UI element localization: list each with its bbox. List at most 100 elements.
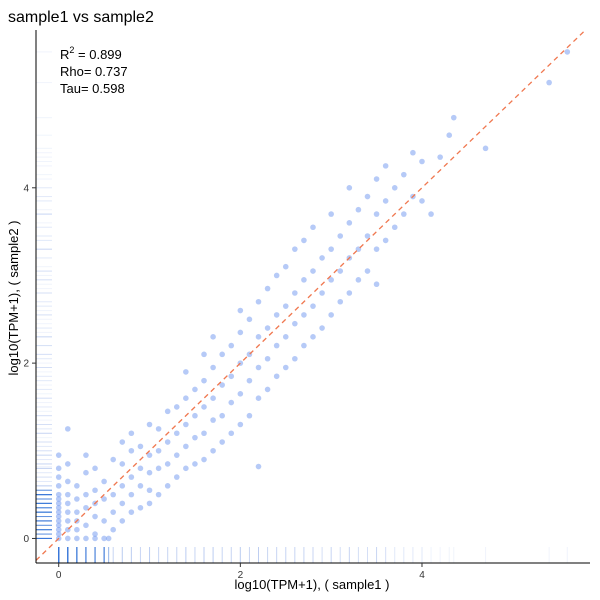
x-tick-label: 2 <box>238 570 244 581</box>
scatter-point <box>128 509 135 515</box>
scatter-point <box>173 404 180 410</box>
scatter-point <box>92 535 98 542</box>
scatter-point <box>328 246 334 252</box>
scatter-point <box>183 369 189 375</box>
scatter-point <box>183 465 189 472</box>
scatter-point <box>255 334 262 340</box>
scatter-point <box>201 456 207 463</box>
y-rug <box>36 51 52 539</box>
scatter-point <box>146 487 153 494</box>
scatter-point <box>64 491 71 498</box>
scatter-point <box>146 421 153 428</box>
scatter-point <box>64 509 71 515</box>
scatter-point <box>273 373 280 380</box>
scatter-point <box>237 329 244 336</box>
scatter-point <box>164 439 171 445</box>
scatter-point <box>119 500 126 507</box>
scatter-point <box>301 277 307 283</box>
scatter-point <box>246 412 253 419</box>
scatter-point <box>328 277 334 283</box>
scatter-point <box>410 149 416 156</box>
scatter-point <box>310 303 316 309</box>
scatter-point <box>101 496 107 502</box>
scatter-point <box>319 290 325 296</box>
scatter-point <box>364 193 371 200</box>
scatter-point <box>64 426 71 432</box>
scatter-point <box>337 268 344 274</box>
scatter-point <box>110 526 116 533</box>
scatter-point <box>419 198 425 204</box>
scatter-points <box>55 49 571 542</box>
x-axis-ticks: 0 2 4 <box>56 563 425 581</box>
scatter-point <box>201 430 207 437</box>
scatter-point <box>55 504 62 511</box>
scatter-point <box>264 285 271 292</box>
scatter-point <box>450 114 457 121</box>
scatter-point <box>364 233 371 239</box>
scatter-point <box>64 478 71 485</box>
scatter-point <box>183 421 189 428</box>
scatter-point <box>74 535 80 542</box>
scatter-point <box>137 483 144 489</box>
scatter-point <box>264 355 271 362</box>
scatter-point <box>282 263 289 270</box>
scatter-point <box>355 206 362 213</box>
scatter-point <box>391 224 398 231</box>
x-axis-label: log10(TPM+1), ( sample1 ) <box>235 577 390 592</box>
scatter-point <box>83 522 89 529</box>
scatter-point <box>228 430 235 437</box>
scatter-point <box>192 434 198 441</box>
scatter-point <box>128 491 135 498</box>
tau-annotation: Tau= 0.598 <box>60 81 125 96</box>
scatter-point <box>219 439 225 445</box>
scatter-point <box>164 461 171 467</box>
scatter-point <box>55 518 62 524</box>
scatter-point <box>373 211 380 217</box>
scatter-point <box>437 154 443 160</box>
scatter-point <box>228 373 235 380</box>
chart-title: sample1 vs sample2 <box>8 9 154 26</box>
scatter-point <box>273 312 280 318</box>
scatter-point <box>201 404 207 410</box>
scatter-point <box>64 535 71 542</box>
scatter-point <box>146 500 153 507</box>
y-axis-ticks: 0 2 4 <box>23 183 36 545</box>
scatter-point <box>319 325 325 331</box>
scatter-point <box>55 483 62 489</box>
scatter-point <box>137 504 144 511</box>
scatter-point <box>228 342 235 349</box>
scatter-point <box>355 277 362 283</box>
scatter-point <box>401 171 407 178</box>
scatter-point <box>373 246 380 252</box>
scatter-point <box>64 461 71 467</box>
x-tick-label: 0 <box>56 570 62 581</box>
scatter-point <box>92 465 98 472</box>
y-tick-label: 2 <box>23 359 29 370</box>
scatter-point <box>101 518 107 524</box>
scatter-point <box>110 509 116 515</box>
scatter-point <box>282 334 289 340</box>
scatter-point <box>219 382 225 388</box>
scatter-point <box>292 246 298 252</box>
scatter-point <box>201 377 207 384</box>
r-squared-superscript: 2 <box>69 45 74 55</box>
y-axis-label: log10(TPM+1), ( sample2 ) <box>6 221 21 376</box>
scatter-point <box>210 417 216 423</box>
scatter-point <box>137 443 144 450</box>
scatter-point <box>146 469 153 476</box>
scatter-point <box>264 386 271 393</box>
scatter-point <box>237 307 244 314</box>
scatter-point <box>119 518 126 524</box>
scatter-point <box>128 447 135 454</box>
scatter-point <box>255 298 262 305</box>
scatter-point <box>219 351 225 358</box>
scatter-point <box>292 320 298 327</box>
scatter-point <box>401 211 407 217</box>
scatter-point <box>101 535 107 542</box>
scatter-point <box>64 518 71 524</box>
x-tick-label: 4 <box>419 570 425 581</box>
scatter-point <box>55 531 62 537</box>
scatter-point <box>319 255 325 261</box>
scatter-point <box>264 325 271 331</box>
scatter-point <box>419 158 425 165</box>
